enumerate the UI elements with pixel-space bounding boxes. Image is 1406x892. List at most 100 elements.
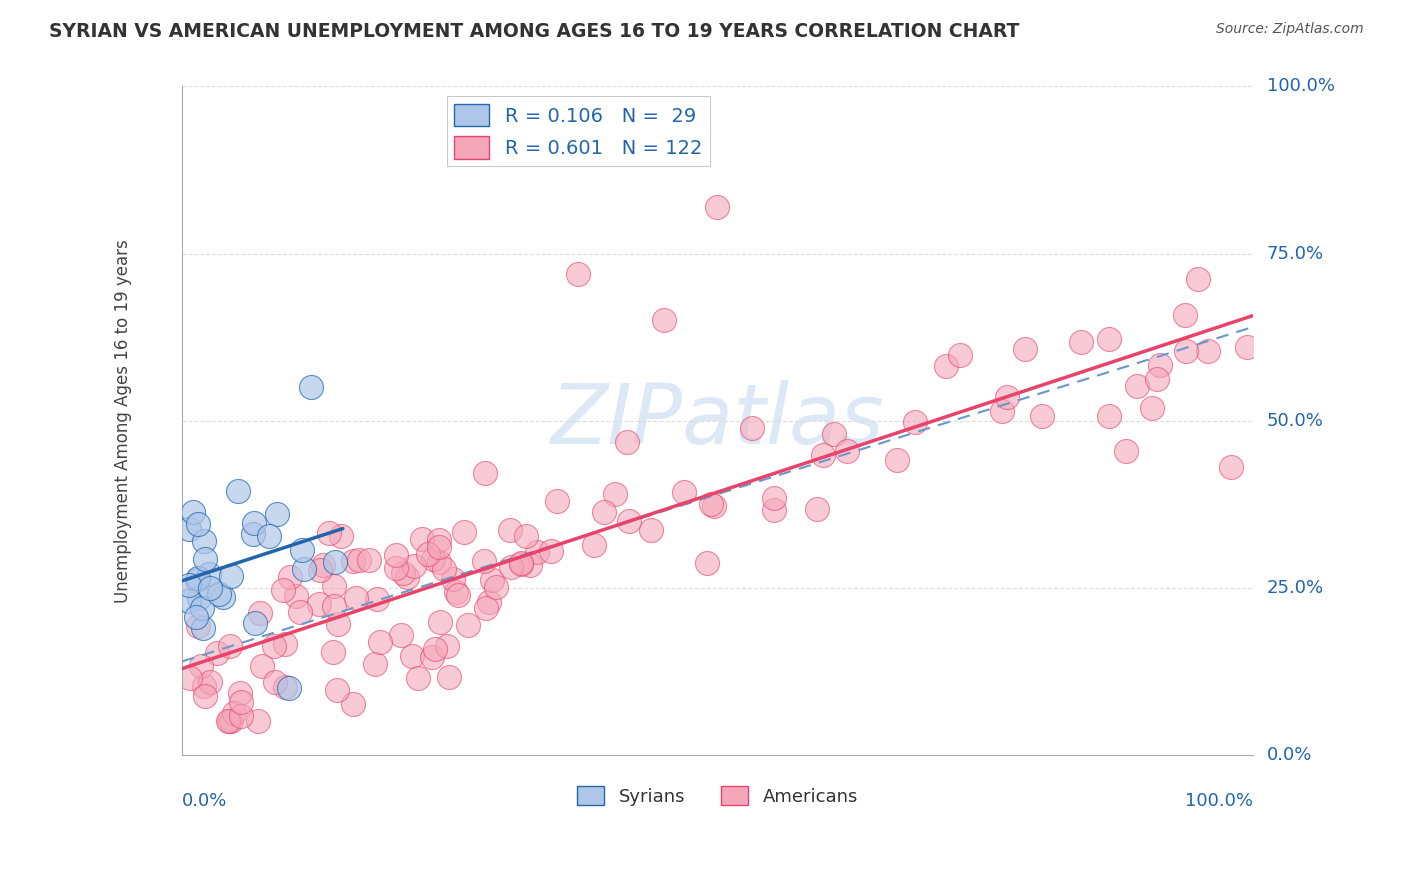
- Point: [247, 714, 270, 729]
- Point: [274, 637, 297, 651]
- Point: [344, 591, 367, 605]
- Text: Source: ZipAtlas.com: Source: ZipAtlas.com: [1216, 22, 1364, 37]
- Point: [1098, 409, 1121, 423]
- Point: [217, 714, 239, 729]
- Point: [700, 497, 723, 511]
- Point: [264, 674, 287, 689]
- Point: [696, 556, 718, 570]
- Point: [616, 435, 638, 450]
- Point: [640, 523, 662, 537]
- Point: [447, 588, 470, 602]
- Point: [285, 589, 308, 603]
- Point: [200, 581, 222, 595]
- Point: [429, 615, 451, 630]
- Point: [368, 634, 391, 648]
- Point: [1070, 334, 1092, 349]
- Point: [835, 444, 858, 458]
- Point: [179, 671, 201, 685]
- Point: [422, 552, 444, 566]
- Point: [326, 682, 349, 697]
- Text: 0.0%: 0.0%: [183, 792, 228, 810]
- Point: [404, 559, 426, 574]
- Point: [274, 680, 297, 694]
- Point: [540, 543, 562, 558]
- Point: [1174, 308, 1197, 322]
- Point: [364, 657, 387, 671]
- Point: [326, 616, 349, 631]
- Point: [433, 562, 456, 576]
- Point: [191, 601, 214, 615]
- Point: [416, 547, 439, 561]
- Point: [673, 484, 696, 499]
- Point: [441, 572, 464, 586]
- Point: [278, 681, 301, 695]
- Point: [501, 560, 523, 574]
- Point: [478, 594, 501, 608]
- Point: [249, 606, 271, 620]
- Point: [762, 491, 785, 505]
- Point: [453, 524, 475, 539]
- Point: [427, 533, 450, 547]
- Point: [706, 200, 728, 214]
- Point: [593, 505, 616, 519]
- Point: [226, 483, 249, 498]
- Point: [474, 466, 496, 480]
- Text: Unemployment Among Ages 16 to 19 years: Unemployment Among Ages 16 to 19 years: [114, 239, 132, 603]
- Point: [481, 573, 503, 587]
- Point: [243, 516, 266, 530]
- Point: [291, 543, 314, 558]
- Point: [190, 659, 212, 673]
- Point: [224, 706, 246, 721]
- Point: [411, 532, 433, 546]
- Point: [330, 529, 353, 543]
- Point: [423, 641, 446, 656]
- Point: [619, 514, 641, 528]
- Point: [484, 580, 506, 594]
- Point: [1142, 401, 1164, 415]
- Text: 0.0%: 0.0%: [1267, 746, 1312, 764]
- Point: [1115, 443, 1137, 458]
- Point: [475, 600, 498, 615]
- Point: [347, 553, 370, 567]
- Point: [266, 508, 288, 522]
- Point: [389, 628, 412, 642]
- Point: [510, 556, 533, 570]
- Point: [188, 591, 211, 605]
- Point: [422, 649, 444, 664]
- Point: [1031, 409, 1053, 423]
- Point: [519, 558, 541, 573]
- Point: [1149, 358, 1171, 372]
- Point: [194, 689, 217, 703]
- Point: [243, 616, 266, 631]
- Point: [359, 553, 381, 567]
- Text: SYRIAN VS AMERICAN UNEMPLOYMENT AMONG AGES 16 TO 19 YEARS CORRELATION CHART: SYRIAN VS AMERICAN UNEMPLOYMENT AMONG AG…: [49, 22, 1019, 41]
- Point: [472, 554, 495, 568]
- Point: [396, 570, 419, 584]
- Point: [498, 523, 520, 537]
- Point: [444, 585, 467, 599]
- Point: [1197, 344, 1219, 359]
- Point: [322, 645, 344, 659]
- Text: 100.0%: 100.0%: [1267, 78, 1334, 95]
- Point: [1220, 460, 1243, 475]
- Point: [187, 516, 209, 531]
- Point: [1187, 271, 1209, 285]
- Point: [741, 421, 763, 435]
- Point: [229, 686, 252, 700]
- Point: [904, 415, 927, 429]
- Point: [308, 598, 330, 612]
- Legend: Syrians, Americans: Syrians, Americans: [569, 779, 865, 813]
- Point: [605, 487, 627, 501]
- Point: [312, 558, 335, 573]
- Point: [218, 714, 240, 729]
- Point: [384, 560, 406, 574]
- Point: [318, 526, 340, 541]
- Point: [179, 594, 201, 608]
- Point: [342, 697, 364, 711]
- Point: [250, 659, 273, 673]
- Point: [198, 674, 221, 689]
- Point: [526, 545, 548, 559]
- Point: [1236, 340, 1258, 354]
- Point: [509, 557, 531, 571]
- Point: [1174, 343, 1197, 358]
